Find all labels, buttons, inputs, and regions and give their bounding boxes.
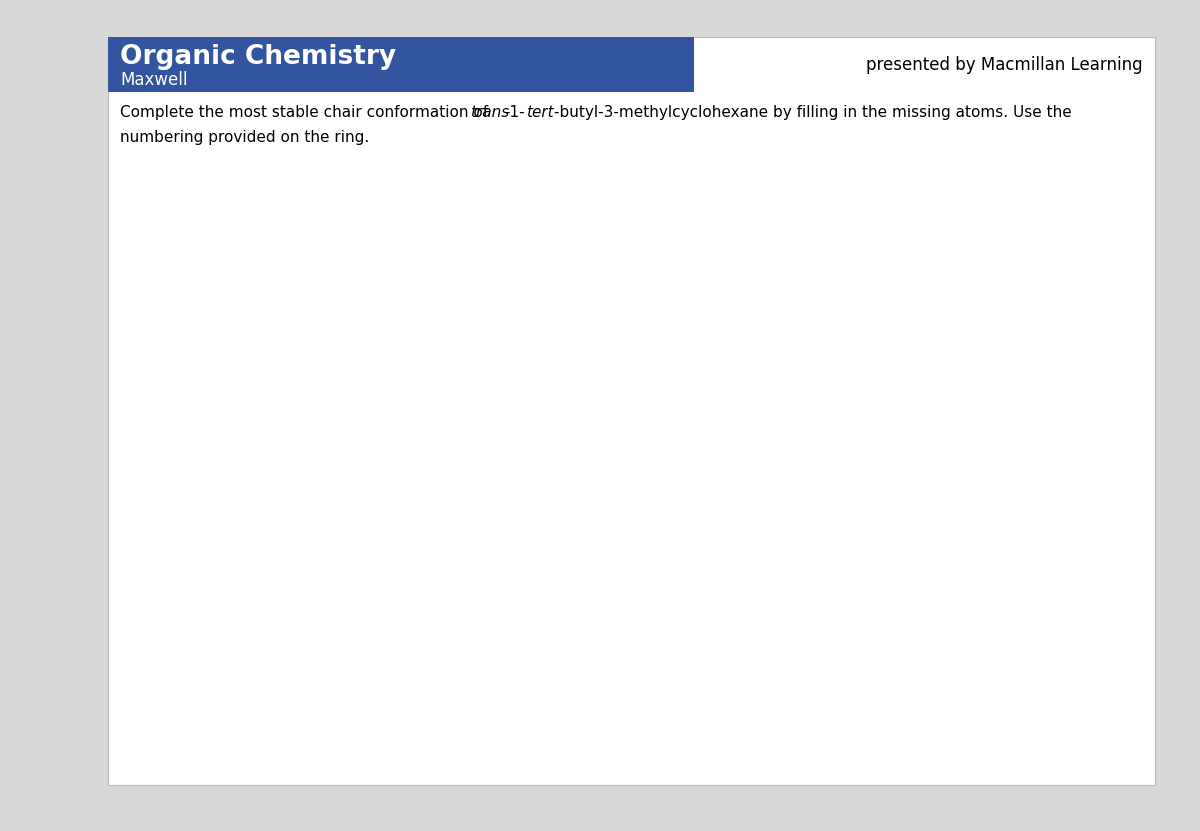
Circle shape: [756, 51, 805, 56]
Text: H: H: [424, 529, 437, 547]
Circle shape: [832, 52, 880, 57]
Text: tert: tert: [527, 105, 554, 120]
Circle shape: [841, 57, 896, 63]
Text: Maxwell: Maxwell: [120, 71, 187, 89]
Text: methyl: methyl: [593, 312, 634, 324]
Circle shape: [372, 81, 397, 83]
Circle shape: [557, 42, 614, 47]
Circle shape: [372, 45, 407, 48]
Circle shape: [402, 57, 443, 61]
FancyBboxPatch shape: [577, 256, 787, 293]
Circle shape: [803, 77, 826, 79]
Text: 6: 6: [378, 373, 386, 386]
Circle shape: [788, 66, 821, 70]
Text: numbering provided on the ring.: numbering provided on the ring.: [120, 130, 370, 145]
Circle shape: [700, 66, 727, 68]
Circle shape: [596, 83, 662, 90]
Circle shape: [490, 82, 545, 87]
FancyBboxPatch shape: [577, 256, 787, 346]
Text: 1: 1: [278, 393, 287, 406]
Text: Organic Chemistry: Organic Chemistry: [120, 43, 396, 70]
Text: H: H: [346, 302, 360, 321]
Circle shape: [569, 43, 625, 49]
Text: H: H: [508, 490, 521, 509]
Circle shape: [350, 83, 397, 88]
Text: tert: tert: [659, 312, 680, 324]
FancyBboxPatch shape: [443, 526, 491, 562]
Text: 5: 5: [449, 357, 457, 371]
FancyBboxPatch shape: [652, 299, 713, 337]
Text: H: H: [748, 312, 756, 324]
Circle shape: [508, 60, 548, 64]
Circle shape: [846, 66, 872, 68]
Text: trans: trans: [469, 105, 509, 120]
FancyBboxPatch shape: [582, 299, 643, 337]
Circle shape: [685, 82, 737, 87]
Circle shape: [455, 52, 514, 58]
Text: 3: 3: [422, 493, 431, 507]
Circle shape: [616, 60, 671, 65]
Circle shape: [446, 42, 505, 47]
Text: H: H: [502, 376, 515, 394]
Text: 2: 2: [340, 460, 348, 474]
Circle shape: [551, 72, 599, 76]
Circle shape: [408, 77, 433, 79]
Circle shape: [822, 72, 850, 75]
Text: H: H: [284, 440, 298, 459]
Text: Answer Bank: Answer Bank: [634, 268, 731, 282]
Circle shape: [370, 52, 436, 58]
Circle shape: [528, 78, 552, 81]
Circle shape: [398, 70, 426, 72]
Text: presented by Macmillan Learning: presented by Macmillan Learning: [866, 56, 1142, 74]
FancyBboxPatch shape: [274, 304, 323, 344]
Text: H: H: [528, 408, 541, 426]
Text: -1-: -1-: [504, 105, 524, 120]
FancyBboxPatch shape: [196, 385, 246, 420]
Text: 4: 4: [485, 445, 494, 459]
Text: Complete the most stable chair conformation of: Complete the most stable chair conformat…: [120, 105, 493, 120]
Text: -butyl-3-methylcyclohexane by filling in the missing atoms. Use the: -butyl-3-methylcyclohexane by filling in…: [553, 105, 1072, 120]
Text: H: H: [436, 292, 450, 309]
FancyBboxPatch shape: [356, 337, 402, 370]
Circle shape: [456, 77, 493, 81]
FancyBboxPatch shape: [721, 299, 782, 337]
Circle shape: [482, 54, 534, 59]
Text: -butyl: -butyl: [680, 312, 714, 324]
Text: H: H: [347, 515, 360, 534]
Circle shape: [430, 72, 470, 76]
Circle shape: [521, 70, 577, 75]
